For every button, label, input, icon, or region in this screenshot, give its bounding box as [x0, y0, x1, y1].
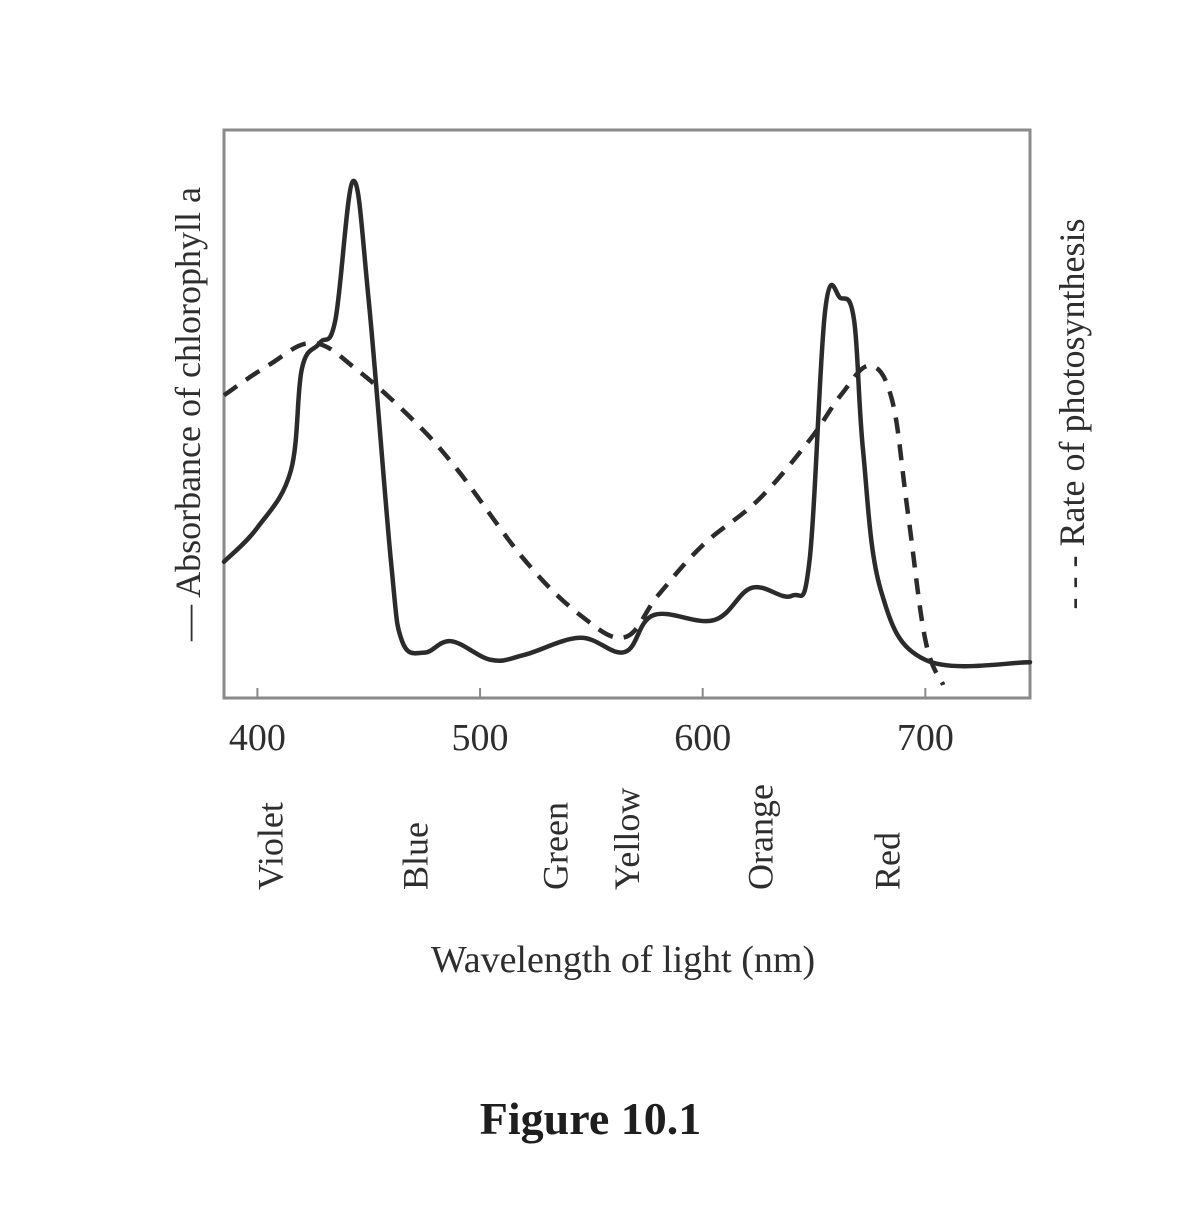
x-tick-label: 600 — [674, 717, 731, 759]
x-tick-label: 500 — [452, 717, 509, 759]
absorbance-line — [221, 178, 1033, 669]
color-band-label: Violet — [251, 802, 291, 890]
x-tick-label: 700 — [897, 717, 954, 759]
photosynthesis-rate-line — [222, 340, 946, 686]
color-band-labels: Violet Blue Green Yellow Orange Red — [251, 784, 908, 890]
x-axis-label: Wavelength of light (nm) — [431, 939, 815, 981]
color-band-label: Yellow — [607, 788, 647, 890]
left-axis-label: — Absorbance of chlorophyll a — [168, 187, 208, 642]
figure-caption: Figure 10.1 — [479, 1093, 702, 1144]
x-axis-ticks — [256, 688, 927, 698]
x-axis-tick-labels: 400 500 600 700 — [229, 717, 954, 759]
color-band-label: Green — [536, 802, 576, 890]
right-axis-label: - - - Rate of photosynthesis — [1052, 219, 1092, 610]
color-band-label: Red — [867, 832, 907, 890]
plot-frame — [222, 128, 1032, 700]
y-axis-label-left: — Absorbance of chlorophyll a — [168, 187, 208, 642]
color-band-label: Orange — [740, 784, 780, 890]
y-axis-label-right: - - - Rate of photosynthesis — [1052, 219, 1092, 610]
x-tick-label: 400 — [229, 717, 286, 759]
color-band-label: Blue — [395, 822, 435, 890]
